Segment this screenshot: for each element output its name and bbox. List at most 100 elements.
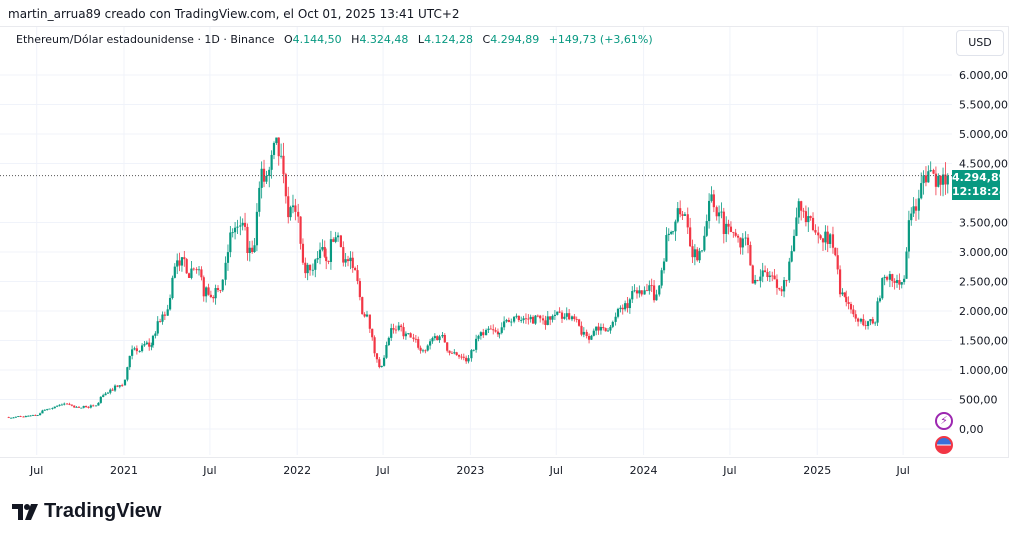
candle	[265, 170, 268, 185]
candle-body	[857, 318, 860, 322]
currency-button[interactable]: USD	[956, 30, 1004, 56]
candle	[843, 291, 846, 298]
candle-body	[46, 409, 49, 410]
candle	[705, 214, 708, 237]
candle	[864, 320, 867, 330]
candle-body	[671, 231, 675, 233]
candle-body	[17, 416, 20, 417]
candle	[233, 221, 237, 240]
candle	[140, 343, 144, 353]
change-value: +149,73 (+3,61%)	[548, 33, 653, 46]
candle-body	[527, 318, 530, 320]
candle	[696, 247, 699, 262]
candle	[570, 315, 574, 322]
candle-body	[336, 235, 340, 238]
candle	[84, 405, 88, 408]
candle-body	[686, 214, 689, 228]
candle-body	[166, 309, 169, 316]
candle-body	[759, 276, 762, 281]
candle	[111, 387, 114, 391]
tradingview-logo[interactable]: TradingView	[12, 500, 161, 523]
candle	[46, 408, 49, 411]
candle-body	[321, 247, 324, 250]
candle-body	[161, 314, 164, 322]
candle	[520, 316, 523, 323]
candle-body	[482, 332, 485, 336]
candle	[595, 326, 598, 336]
lightning-icon[interactable]: ⚡	[935, 412, 953, 430]
candle	[614, 312, 617, 326]
candle-body	[498, 332, 501, 335]
candle-body	[515, 315, 518, 317]
candle	[327, 260, 330, 265]
candle	[394, 325, 398, 334]
candle	[407, 333, 410, 335]
candle	[253, 237, 256, 253]
candle	[650, 278, 653, 293]
candle	[68, 402, 71, 406]
x-tick-label: 2022	[283, 464, 311, 477]
candle-body	[282, 155, 285, 175]
high-label: H	[351, 33, 360, 46]
candle	[460, 353, 463, 360]
candle-body	[619, 307, 622, 309]
candle	[744, 231, 747, 246]
candle	[698, 247, 701, 264]
candle-body	[356, 270, 359, 282]
candle-body	[582, 331, 585, 335]
candle	[857, 317, 860, 327]
candle-body	[60, 404, 63, 406]
candle	[268, 166, 271, 188]
candle-body	[681, 214, 684, 216]
candle-body	[145, 342, 148, 345]
candle	[676, 201, 679, 224]
candle	[390, 323, 393, 341]
candle-body	[751, 265, 754, 284]
candle-body	[22, 416, 25, 418]
candle	[171, 275, 174, 300]
candle	[655, 289, 658, 301]
candle-body	[168, 298, 172, 310]
y-tick-label: 2.000,00	[959, 305, 1008, 318]
candle-body	[378, 359, 381, 368]
candle	[780, 286, 783, 296]
candle	[854, 310, 857, 322]
candle-body	[895, 280, 899, 283]
candle	[482, 328, 485, 338]
us-flag-icon[interactable]	[935, 436, 953, 454]
candle	[635, 287, 639, 299]
candle-body	[683, 214, 687, 216]
candle	[318, 242, 322, 265]
candle-body	[365, 314, 369, 317]
candle-body	[97, 402, 100, 406]
candle-body	[75, 406, 78, 408]
candle	[869, 319, 872, 326]
candle-body	[638, 290, 641, 294]
candle-body	[339, 235, 342, 248]
candle	[665, 227, 668, 262]
x-tick-label: Jul	[895, 464, 909, 477]
candle	[761, 262, 764, 283]
candle	[151, 334, 155, 348]
candle-body	[802, 210, 805, 212]
candle-body	[29, 415, 32, 417]
candle-body	[56, 405, 59, 407]
candle-body	[874, 322, 877, 324]
candle	[662, 258, 666, 274]
candle	[342, 241, 345, 267]
candle	[633, 284, 636, 293]
candle	[741, 233, 744, 255]
candle	[7, 416, 10, 419]
candle	[568, 308, 571, 321]
candle	[231, 228, 234, 238]
candle	[284, 172, 287, 204]
candle-body	[689, 227, 692, 247]
candle-body	[696, 249, 699, 261]
candle	[727, 219, 730, 235]
candle	[291, 194, 295, 214]
candle	[297, 203, 300, 223]
close-label: C	[482, 33, 491, 46]
candle	[202, 275, 205, 302]
candle	[932, 168, 935, 175]
